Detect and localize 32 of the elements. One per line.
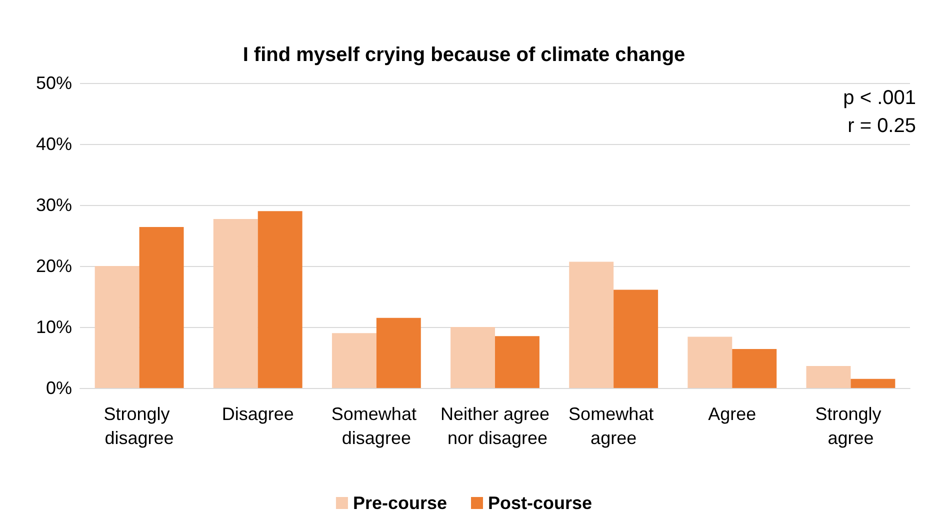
y-tick-label: 40% [36,134,72,154]
y-tick-label: 30% [36,195,72,215]
x-tick-label: Somewhat agree [568,404,659,448]
bar [450,327,495,388]
bar [376,318,421,388]
x-tick-label: Strongly agree [815,404,886,448]
legend-label: Pre-course [352,493,448,513]
annotation: p < .001 [843,87,916,109]
x-tick-label: Somewhat disagree [331,404,422,448]
y-tick-label: 20% [36,256,72,276]
bar [213,219,258,388]
bar [614,290,658,388]
x-tick-label: Neither agree nor disagree [440,404,550,448]
bar [806,366,851,388]
bar [258,211,302,388]
y-tick-label: 50% [36,73,72,93]
bar [732,348,777,388]
x-tick-label: Strongly disagree [104,404,175,448]
bar [850,378,896,388]
chart-title: I find myself crying because of climate change [242,44,686,66]
y-tick-label: 0% [46,378,72,398]
bar [569,262,614,388]
annotation: r = 0.25 [848,115,916,137]
bar [94,266,140,388]
y-tick-label: 10% [36,317,72,337]
bar [332,333,376,388]
bar [139,226,184,388]
x-tick-label: Agree [708,404,756,424]
x-tick-label: Disagree [222,404,294,424]
legend-label: Post-course [488,493,592,513]
bar [688,336,732,388]
bar [495,336,540,388]
